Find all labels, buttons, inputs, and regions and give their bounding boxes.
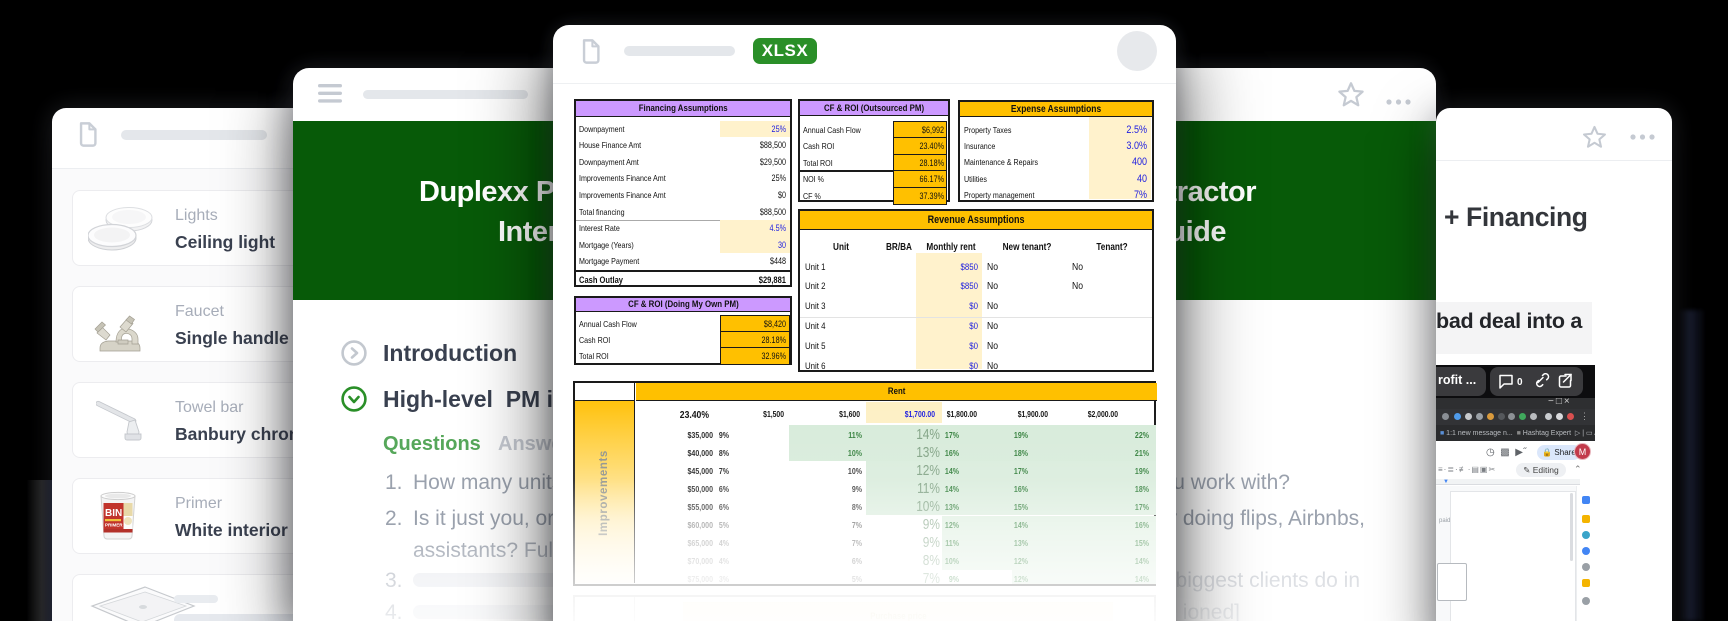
svg-text:0: 0 xyxy=(1517,377,1523,388)
svg-text:BIN: BIN xyxy=(105,508,122,519)
svg-text:PRIMER: PRIMER xyxy=(105,523,123,528)
